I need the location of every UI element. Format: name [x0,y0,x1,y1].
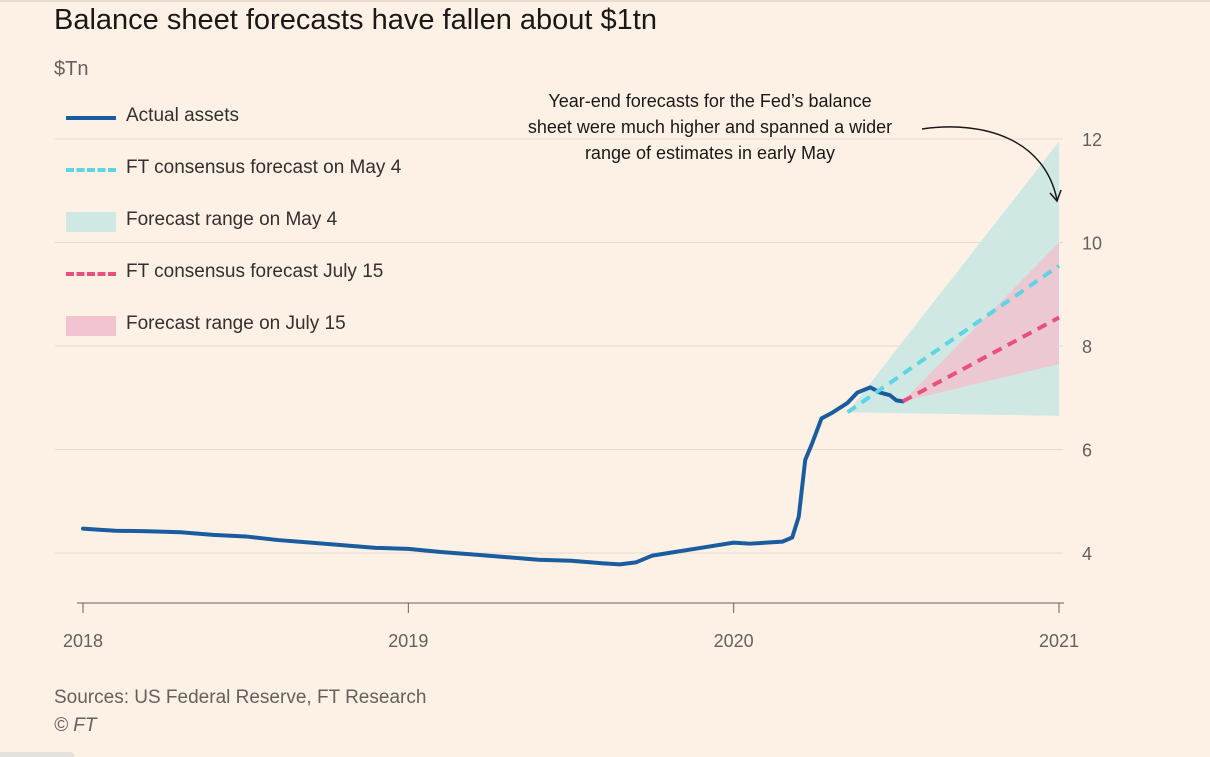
x-tick-label-2021: 2021 [1039,631,1079,651]
grid-layer [55,138,1063,554]
annotation-line-3: range of estimates in early May [584,143,836,163]
y-tick-label-10: 10 [1082,234,1102,254]
x-tick-label-2018: 2018 [63,631,103,651]
legend-swatch-july-forecast [66,272,116,276]
legend-label-actual: Actual assets [126,105,239,126]
annotation-line-2: sheet were much higher and spanned a wid… [527,117,893,137]
series-line-july-forecast [901,315,1060,404]
corner-tab [0,752,74,757]
copyright: © FT [54,715,97,736]
sources-text: Sources: US Federal Reserve, FT Research [54,687,427,708]
y-tick-label-12: 12 [1082,130,1102,150]
legend-swatch-may-range [66,212,116,232]
y-tick-label-8: 8 [1082,337,1092,357]
series-line-may-forecast [846,264,1061,414]
legend-swatch-may-forecast [66,168,116,172]
legend-swatch-july-range [66,316,116,336]
legend-swatch-actual [66,116,116,120]
legend-label-july-range: Forecast range on July 15 [126,313,346,334]
legend-label-may-forecast: FT consensus forecast on May 4 [126,157,402,178]
unit-label: $Tn [54,58,89,80]
annotation: Year-end forecasts for the Fed’s balance… [460,88,960,166]
annotation-arrow [921,126,1058,201]
x-tick-label-2020: 2020 [714,631,754,651]
axis-layer: 4 6 8 10 12 2018 2019 2020 2021 [63,130,1102,651]
annotation-line-1: Year-end forecasts for the Fed’s balance [548,91,872,111]
line-layer [81,264,1061,567]
legend-label-july-forecast: FT consensus forecast July 15 [126,261,384,282]
legend-label-may-range: Forecast range on May 4 [126,209,338,230]
annotation-arrowhead-icon [1049,189,1062,203]
y-tick-label-6: 6 [1082,441,1092,461]
series-line-actual-assets [81,385,905,567]
x-tick-label-2019: 2019 [388,631,428,651]
chart-title: Balance sheet forecasts have fallen abou… [54,4,657,36]
sources: Sources: US Federal Reserve, FT Research… [54,684,426,740]
top-rule [0,0,1210,2]
y-tick-label-4: 4 [1082,544,1092,564]
